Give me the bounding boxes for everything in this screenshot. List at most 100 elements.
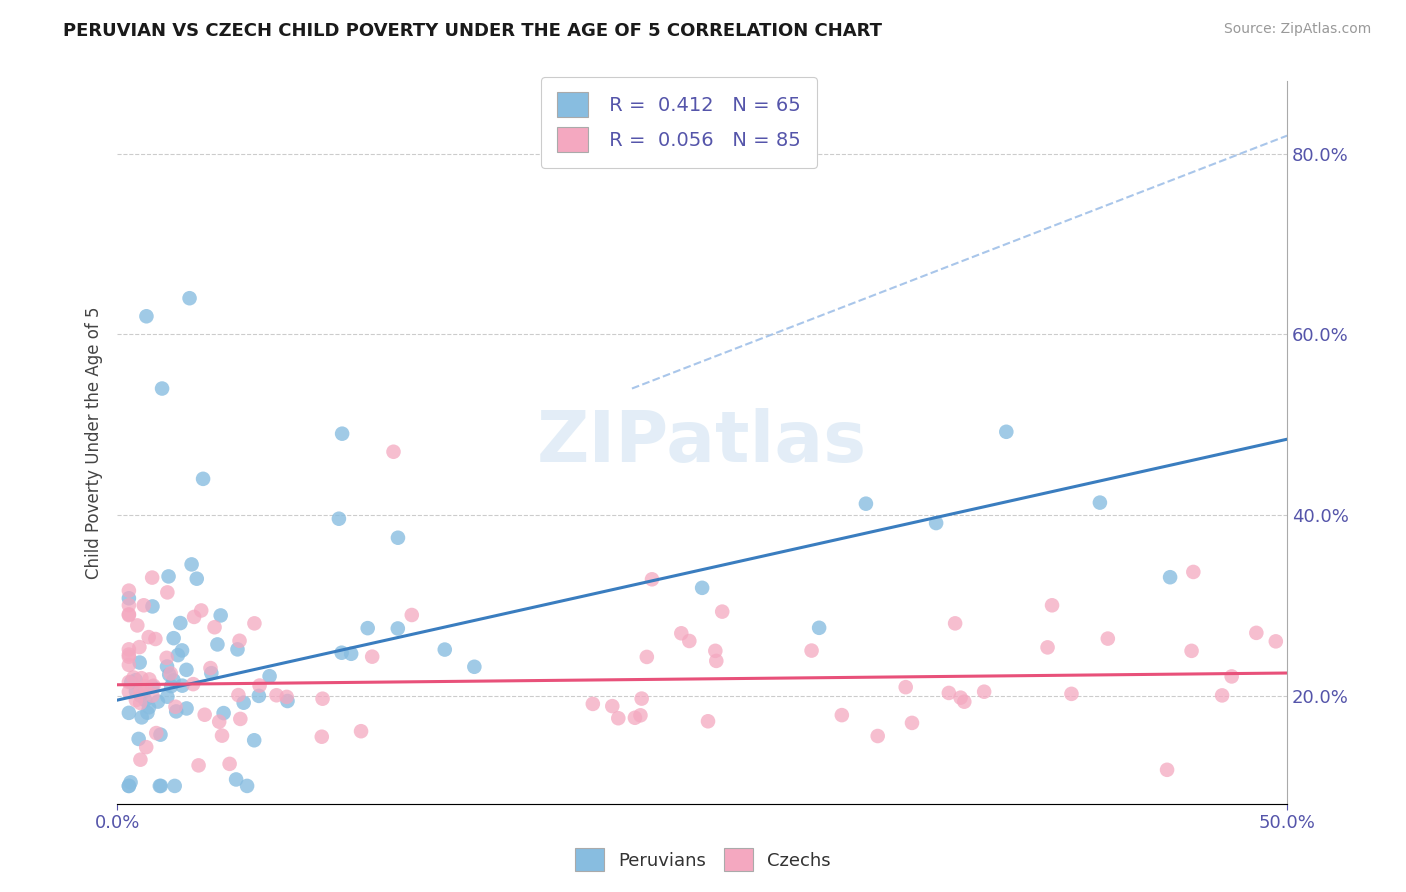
Point (1246, 625, 1268, 640)
Point (866, 729, 889, 743)
Point (624, 711, 647, 725)
Point (131, 710, 153, 724)
Point (207, 637, 229, 651)
Point (136, 706, 159, 720)
Point (276, 690, 298, 704)
Point (212, 706, 235, 720)
Point (704, 654, 727, 668)
Point (229, 712, 252, 726)
Point (226, 642, 249, 657)
Point (156, 585, 179, 599)
Point (156, 659, 179, 673)
Point (132, 599, 155, 613)
Point (711, 605, 734, 619)
Point (433, 642, 456, 657)
Text: Source: ZipAtlas.com: Source: ZipAtlas.com (1223, 22, 1371, 37)
Point (169, 616, 191, 631)
Point (211, 729, 233, 743)
Point (118, 607, 141, 622)
Point (118, 779, 141, 793)
Point (129, 696, 152, 710)
Point (118, 675, 141, 690)
Point (141, 689, 163, 703)
Point (118, 685, 141, 699)
Point (225, 772, 247, 787)
Point (636, 649, 658, 664)
Point (276, 694, 298, 708)
Point (149, 779, 172, 793)
Point (387, 622, 409, 636)
Point (187, 758, 209, 772)
Point (311, 730, 333, 744)
Point (1156, 763, 1178, 777)
Y-axis label: Child Poverty Under the Age of 5: Child Poverty Under the Age of 5 (86, 307, 103, 579)
Point (350, 724, 373, 739)
Point (138, 700, 160, 714)
Point (259, 669, 281, 683)
Point (704, 644, 727, 658)
Point (243, 616, 266, 631)
Point (1182, 565, 1205, 579)
Point (607, 711, 630, 725)
Point (118, 583, 141, 598)
Point (949, 690, 972, 705)
Point (641, 572, 664, 586)
Point (925, 516, 948, 530)
Point (118, 608, 141, 623)
Point (953, 695, 976, 709)
Legend:  R =  0.412   N = 65,  R =  0.056   N = 85: R = 0.412 N = 65, R = 0.056 N = 85 (541, 77, 817, 168)
Point (149, 779, 172, 793)
Point (357, 621, 380, 635)
Point (118, 648, 141, 662)
Point (228, 688, 250, 702)
Point (1097, 632, 1119, 646)
Point (800, 643, 823, 657)
Point (129, 689, 152, 703)
Point (194, 707, 217, 722)
Point (157, 667, 180, 681)
Point (127, 618, 149, 632)
Point (128, 640, 150, 654)
Text: ZIPatlas: ZIPatlas (537, 409, 868, 477)
Point (232, 696, 254, 710)
Point (131, 671, 153, 685)
Point (236, 779, 259, 793)
Point (228, 633, 250, 648)
Point (149, 728, 172, 742)
Point (134, 680, 156, 694)
Point (678, 634, 700, 648)
Point (129, 681, 152, 696)
Point (200, 666, 222, 681)
Point (150, 382, 173, 396)
Point (690, 581, 713, 595)
Point (208, 714, 231, 729)
Point (179, 291, 201, 305)
Point (118, 706, 141, 720)
Point (120, 675, 142, 690)
Point (266, 688, 288, 702)
Point (128, 731, 150, 746)
Point (463, 660, 485, 674)
Point (1264, 634, 1286, 648)
Point (165, 705, 187, 719)
Point (118, 591, 141, 606)
Point (1040, 599, 1063, 613)
Point (630, 708, 652, 723)
Point (831, 708, 853, 723)
Point (118, 657, 141, 672)
Point (156, 650, 179, 665)
Point (600, 699, 623, 714)
Point (125, 684, 148, 698)
Point (176, 701, 198, 715)
Point (172, 679, 194, 693)
Point (630, 691, 652, 706)
Point (146, 695, 169, 709)
Point (191, 472, 214, 486)
Point (176, 663, 198, 677)
Point (1060, 687, 1083, 701)
Point (128, 656, 150, 670)
Point (1159, 570, 1181, 584)
Point (160, 679, 183, 693)
Point (118, 649, 141, 664)
Point (135, 310, 157, 324)
